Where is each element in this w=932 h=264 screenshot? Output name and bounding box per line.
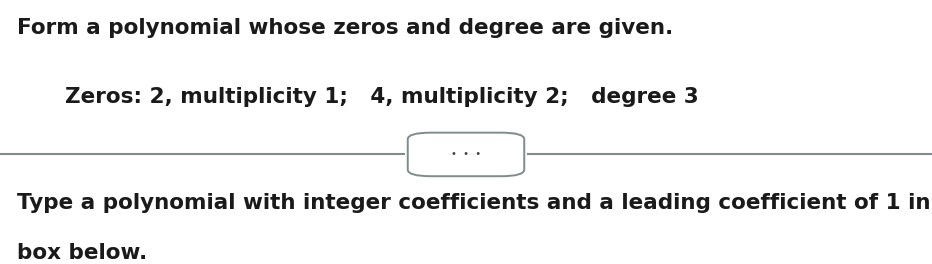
Text: Zeros: 2, multiplicity 1;   4, multiplicity 2;   degree 3: Zeros: 2, multiplicity 1; 4, multiplicit… <box>65 87 699 107</box>
Text: box below.: box below. <box>17 243 147 263</box>
FancyBboxPatch shape <box>408 133 524 176</box>
Text: •  •  •: • • • <box>451 149 481 159</box>
Text: Form a polynomial whose zeros and degree are given.: Form a polynomial whose zeros and degree… <box>17 18 673 39</box>
Text: Type a polynomial with integer coefficients and a leading coefficient of 1 in th: Type a polynomial with integer coefficie… <box>17 193 932 213</box>
